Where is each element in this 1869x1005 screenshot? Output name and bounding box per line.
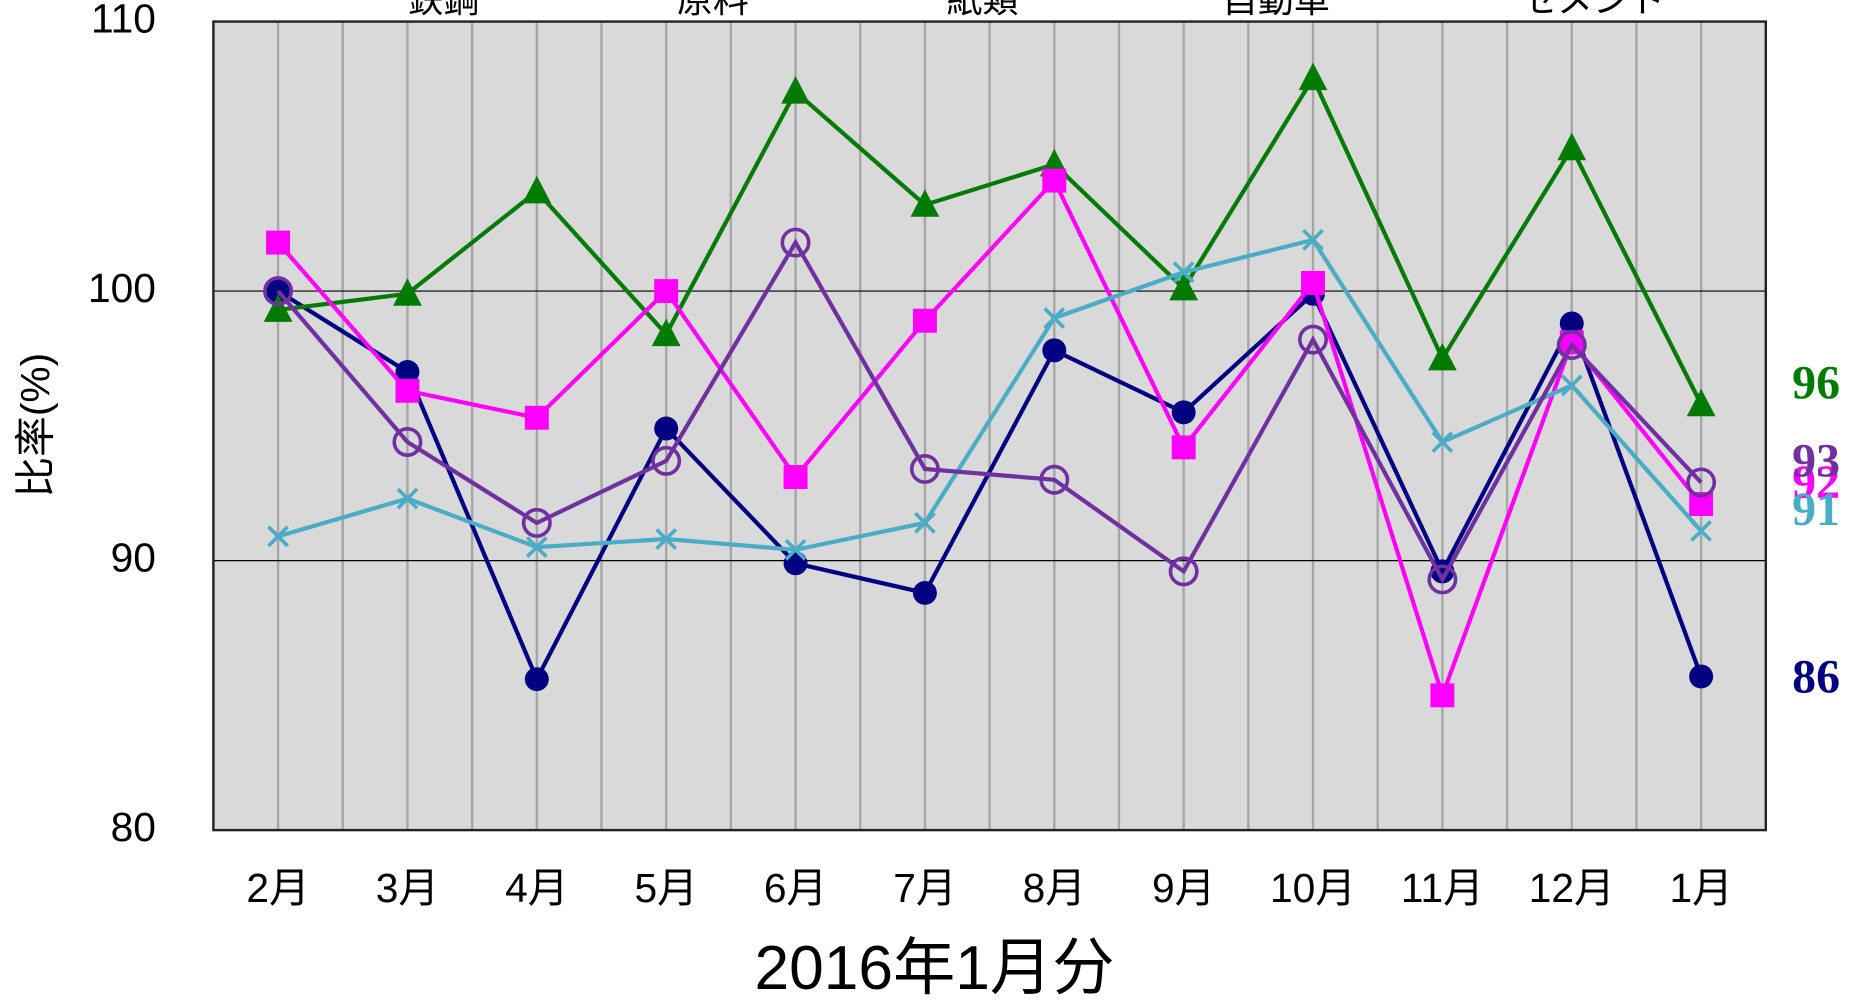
x-tick-label: 7月: [893, 865, 956, 911]
x-tick-label: 9月: [1152, 865, 1215, 911]
point: [263, 276, 294, 307]
point: [1428, 342, 1457, 371]
series-4: [263, 227, 1717, 595]
legend-label: セメント: [1522, 0, 1665, 20]
point: [909, 453, 940, 484]
point: [266, 230, 291, 255]
point: [910, 189, 940, 217]
y-tick-label: 90: [111, 534, 156, 580]
point: [522, 175, 552, 204]
point: [396, 487, 419, 510]
end-label: 91: [1792, 483, 1840, 536]
x-tick-label: 5月: [634, 865, 697, 911]
point: [1559, 311, 1584, 336]
end-label: 92: [1792, 456, 1840, 509]
point: [1689, 664, 1714, 689]
point: [654, 279, 679, 304]
point: [267, 525, 289, 548]
point: [1556, 330, 1587, 360]
x-tick-label: 3月: [376, 865, 439, 911]
point: [1043, 307, 1066, 329]
x-tick-label: 4月: [505, 865, 568, 911]
point: [1686, 467, 1717, 498]
point: [651, 445, 682, 476]
point: [393, 278, 422, 306]
point: [655, 528, 678, 550]
point: [1427, 564, 1458, 595]
x-tick-label: 6月: [764, 865, 827, 911]
point: [525, 536, 548, 558]
point: [914, 512, 936, 534]
x-tick-label: 11月: [1401, 865, 1484, 911]
point: [524, 667, 549, 692]
series-layer: [263, 62, 1717, 708]
x-tick-label: 12月: [1529, 865, 1615, 911]
point: [521, 507, 552, 538]
legend-label: 鉄鋼: [407, 0, 479, 20]
legend-label: 原料: [677, 0, 749, 20]
series-3: [267, 229, 1712, 561]
end-label: 86: [1792, 650, 1840, 703]
series-1: [263, 62, 1716, 417]
series-line: [276, 238, 1703, 584]
point: [1168, 556, 1199, 587]
point: [1301, 271, 1326, 295]
series-line: [277, 73, 1703, 406]
end-label: 93: [1792, 435, 1840, 488]
x-tick-label: 8月: [1023, 865, 1086, 911]
series-line: [276, 289, 1704, 685]
point: [784, 538, 807, 561]
point: [1302, 229, 1324, 251]
point: [1430, 683, 1455, 708]
series-2: [266, 168, 1714, 708]
point: [1689, 492, 1714, 516]
point: [1298, 62, 1328, 91]
y-tick-label: 80: [111, 804, 156, 850]
point: [1042, 168, 1067, 193]
point: [654, 416, 679, 441]
point: [1039, 464, 1070, 495]
point: [783, 551, 808, 576]
point: [263, 294, 293, 322]
end-label: 96: [1792, 357, 1840, 410]
y-axis-title: 比率(%): [12, 353, 58, 498]
plot-frame: [212, 20, 1768, 832]
x-tick-label: 10月: [1270, 865, 1356, 911]
point: [912, 580, 937, 605]
point: [1171, 400, 1196, 425]
point: [524, 405, 549, 430]
y-tick-label: 110: [91, 0, 156, 41]
point: [1171, 435, 1196, 460]
point: [1042, 338, 1067, 363]
point: [1172, 261, 1195, 284]
legend-label: 紙類: [946, 0, 1018, 20]
point: [783, 465, 808, 490]
series-line: [277, 237, 1703, 552]
y-tick-label: 100: [88, 265, 156, 311]
point: [1169, 272, 1199, 301]
x-tick-label: 1月: [1669, 865, 1732, 911]
point: [1557, 132, 1587, 161]
x-tick-label: 2月: [246, 865, 309, 911]
legend-label: 自動車: [1222, 0, 1330, 20]
point: [912, 308, 937, 333]
x-axis-title: 2016年1月分: [755, 934, 1115, 1003]
point: [1690, 520, 1712, 542]
point: [651, 318, 681, 347]
point: [395, 359, 420, 384]
point: [395, 378, 420, 403]
series-line: [276, 176, 1703, 702]
point: [392, 427, 423, 457]
point: [780, 227, 811, 258]
point: [1686, 388, 1716, 417]
point: [781, 76, 810, 104]
point: [1560, 374, 1583, 397]
point: [1431, 431, 1454, 453]
point: [1298, 324, 1328, 355]
